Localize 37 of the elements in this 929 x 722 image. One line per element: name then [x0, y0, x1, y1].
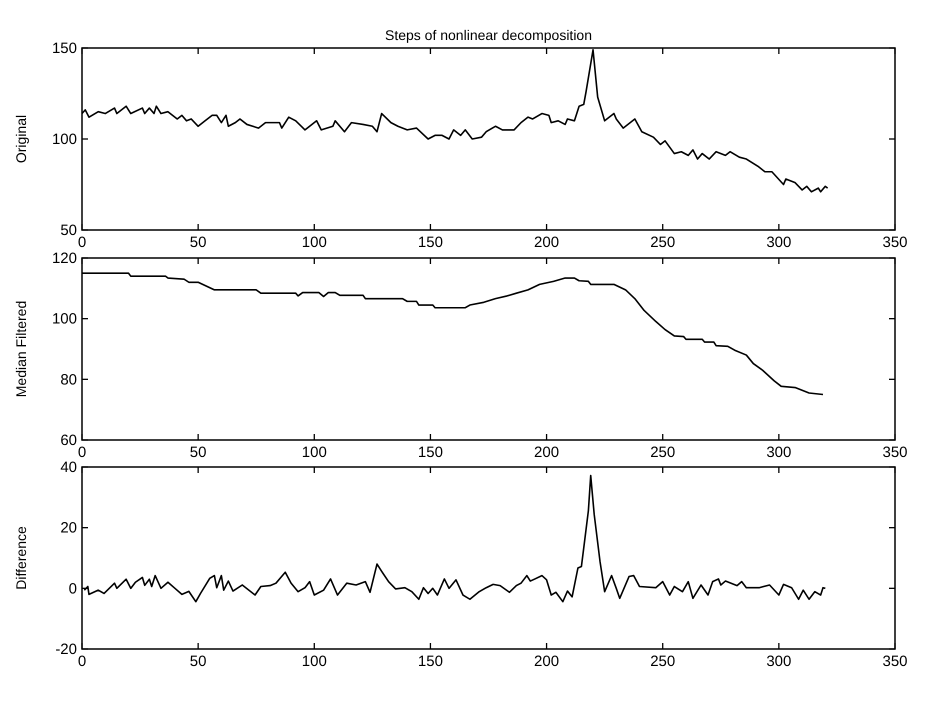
x-tick-label: 250: [650, 444, 676, 461]
x-tick-label: 200: [534, 234, 560, 251]
line-series: [84, 474, 826, 602]
y-tick-label: 80: [60, 371, 77, 388]
y-axis-title: Original: [13, 114, 29, 164]
x-tick-label: 300: [766, 234, 792, 251]
y-tick-label: 150: [52, 40, 77, 57]
x-tick-label: 50: [190, 234, 206, 251]
x-tick-label: 150: [418, 234, 443, 251]
y-tick-label: 20: [60, 520, 77, 537]
x-tick-label: 100: [302, 234, 327, 251]
x-tick-label: 250: [650, 234, 676, 251]
x-tick-label: 350: [882, 234, 908, 251]
y-tick-label: 0: [68, 580, 77, 598]
x-tick-label: 250: [650, 653, 676, 670]
x-tick-label: 50: [190, 444, 206, 461]
y-axis-title: Median Filtered: [13, 300, 29, 398]
x-tick-label: 350: [882, 653, 908, 670]
x-tick-label: 150: [418, 444, 443, 461]
y-tick-label: 40: [60, 459, 77, 476]
y-tick-label: -20: [55, 641, 77, 658]
x-tick-label: 300: [766, 653, 792, 670]
x-tick-label: 300: [766, 444, 792, 461]
x-tick-label: 350: [882, 444, 908, 461]
x-tick-label: 200: [534, 444, 560, 461]
x-tick-label: 200: [534, 653, 560, 670]
y-tick-label: 100: [52, 310, 77, 328]
x-tick-label: 100: [302, 444, 327, 461]
y-tick-label: 60: [60, 432, 77, 449]
x-tick-label: 150: [418, 653, 443, 670]
y-axis-title: Difference: [13, 526, 29, 590]
y-tick-label: 50: [60, 222, 77, 239]
y-tick-label: 100: [52, 131, 77, 148]
x-tick-label: 100: [302, 653, 327, 670]
chart-title: Steps of nonlinear decomposition: [384, 27, 592, 43]
y-tick-label: 120: [52, 250, 77, 267]
x-tick-label: 50: [190, 653, 206, 670]
